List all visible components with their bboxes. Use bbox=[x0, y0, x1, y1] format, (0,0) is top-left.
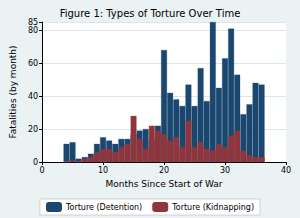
svg-text:10: 10 bbox=[98, 166, 108, 175]
svg-text:30: 30 bbox=[220, 166, 230, 175]
svg-text:20: 20 bbox=[159, 166, 169, 175]
svg-text:40: 40 bbox=[281, 166, 291, 175]
svg-text:60: 60 bbox=[28, 59, 38, 68]
svg-text:40: 40 bbox=[28, 92, 38, 101]
svg-text:20: 20 bbox=[28, 125, 38, 134]
svg-text:85: 85 bbox=[28, 18, 38, 27]
svg-text:80: 80 bbox=[28, 26, 38, 35]
svg-text:Torture (Kidnapping): Torture (Kidnapping) bbox=[171, 203, 254, 212]
svg-text:0: 0 bbox=[33, 158, 38, 167]
svg-text:Fatalities (by month): Fatalities (by month) bbox=[8, 45, 18, 138]
svg-text:0: 0 bbox=[40, 166, 45, 175]
svg-text:Torture (Detention): Torture (Detention) bbox=[65, 203, 142, 212]
svg-text:Months Since Start of War: Months Since Start of War bbox=[106, 179, 223, 189]
svg-text:Figure 1: Types of Torture Ove: Figure 1: Types of Torture Over Time bbox=[60, 8, 241, 19]
